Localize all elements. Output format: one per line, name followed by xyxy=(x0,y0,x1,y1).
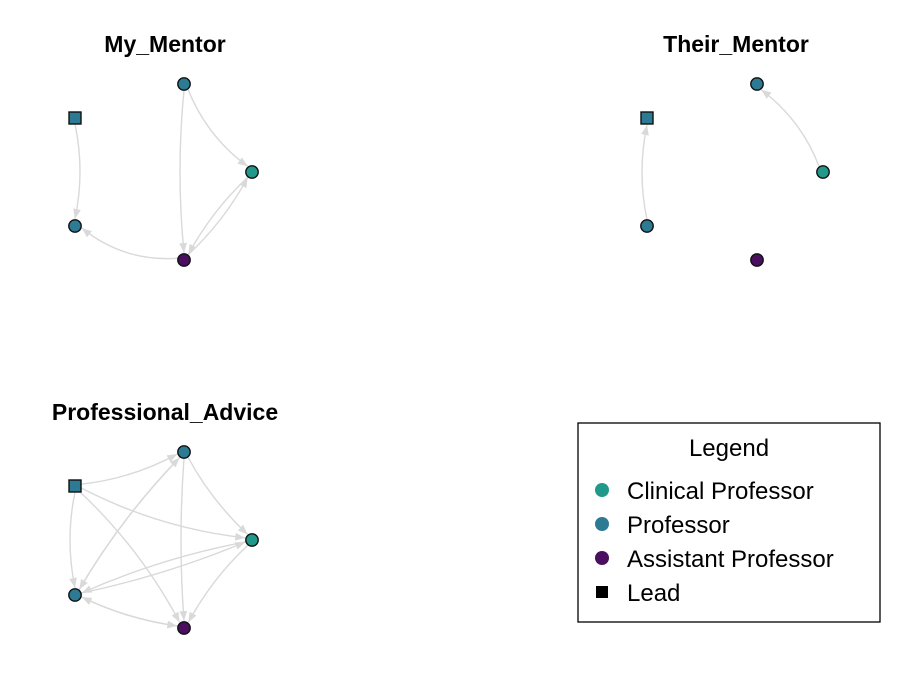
panel-title: My_Mentor xyxy=(104,31,225,57)
panel-my-mentor: My_Mentor xyxy=(68,31,259,267)
node-right xyxy=(816,165,830,179)
node-group xyxy=(68,445,259,635)
edge-right-to-bottom xyxy=(187,176,249,255)
legend-swatch xyxy=(595,517,609,531)
edge-lead-to-left xyxy=(69,492,77,588)
node-left xyxy=(68,588,82,602)
legend-title: Legend xyxy=(689,435,769,462)
edge-right-to-left xyxy=(81,541,247,594)
node-left xyxy=(640,219,654,233)
edge-bottom-to-left xyxy=(81,596,179,627)
panel-their-mentor: Their_Mentor xyxy=(640,31,830,267)
legend-label: Assistant Professor xyxy=(627,546,834,573)
edge-right-to-bottom xyxy=(187,544,249,623)
node-lead xyxy=(68,479,82,493)
edge-group xyxy=(69,453,249,629)
legend-box xyxy=(577,422,881,623)
edge-top-to-bottom xyxy=(179,90,187,253)
edge-lead-to-left xyxy=(73,124,81,219)
edge-lead-to-bottom xyxy=(78,490,181,623)
legend-label: Professor xyxy=(627,512,730,539)
edge-lead-to-top xyxy=(80,453,178,485)
legend-swatch xyxy=(595,483,609,497)
panel-title: Their_Mentor xyxy=(663,31,809,57)
edge-left-to-bottom xyxy=(80,596,178,629)
edge-left-to-top xyxy=(78,457,181,591)
legend-item-assistant-professor: Assistant Professor xyxy=(595,546,834,573)
edge-left-to-lead xyxy=(641,125,649,220)
node-bottom xyxy=(177,253,191,267)
panel-professional-advice: Professional_Advice xyxy=(52,399,278,635)
edge-bottom-to-left xyxy=(81,227,179,260)
edge-group xyxy=(641,89,820,220)
edge-left-to-right xyxy=(80,541,246,594)
legend: Legend Clinical Professor Professor Assi… xyxy=(577,422,881,623)
legend-item-professor: Professor xyxy=(595,512,730,539)
edge-right-to-top xyxy=(760,89,820,168)
edge-top-to-left xyxy=(78,456,181,590)
node-top xyxy=(177,445,191,459)
legend-swatch xyxy=(595,551,609,565)
edge-top-to-bottom xyxy=(179,458,188,621)
panel-title: Professional_Advice xyxy=(52,399,278,425)
node-group xyxy=(68,77,259,267)
edge-top-to-right xyxy=(187,456,249,535)
legend-label: Lead xyxy=(627,580,680,607)
edge-lead-to-right xyxy=(80,487,246,541)
node-top xyxy=(750,77,764,91)
node-bottom xyxy=(177,621,191,635)
node-right xyxy=(245,533,259,547)
edge-top-to-right xyxy=(187,88,249,167)
node-lead xyxy=(640,111,654,125)
legend-item-clinical-professor: Clinical Professor xyxy=(595,478,814,505)
node-right xyxy=(245,165,259,179)
node-left xyxy=(68,219,82,233)
node-top xyxy=(177,77,191,91)
node-lead xyxy=(68,111,82,125)
edge-bottom-to-right xyxy=(187,177,249,256)
legend-label: Clinical Professor xyxy=(627,478,814,505)
node-bottom xyxy=(750,253,764,267)
node-group xyxy=(640,77,830,267)
edge-group xyxy=(73,88,249,260)
legend-item-lead: Lead xyxy=(596,580,680,607)
legend-swatch xyxy=(596,586,608,598)
